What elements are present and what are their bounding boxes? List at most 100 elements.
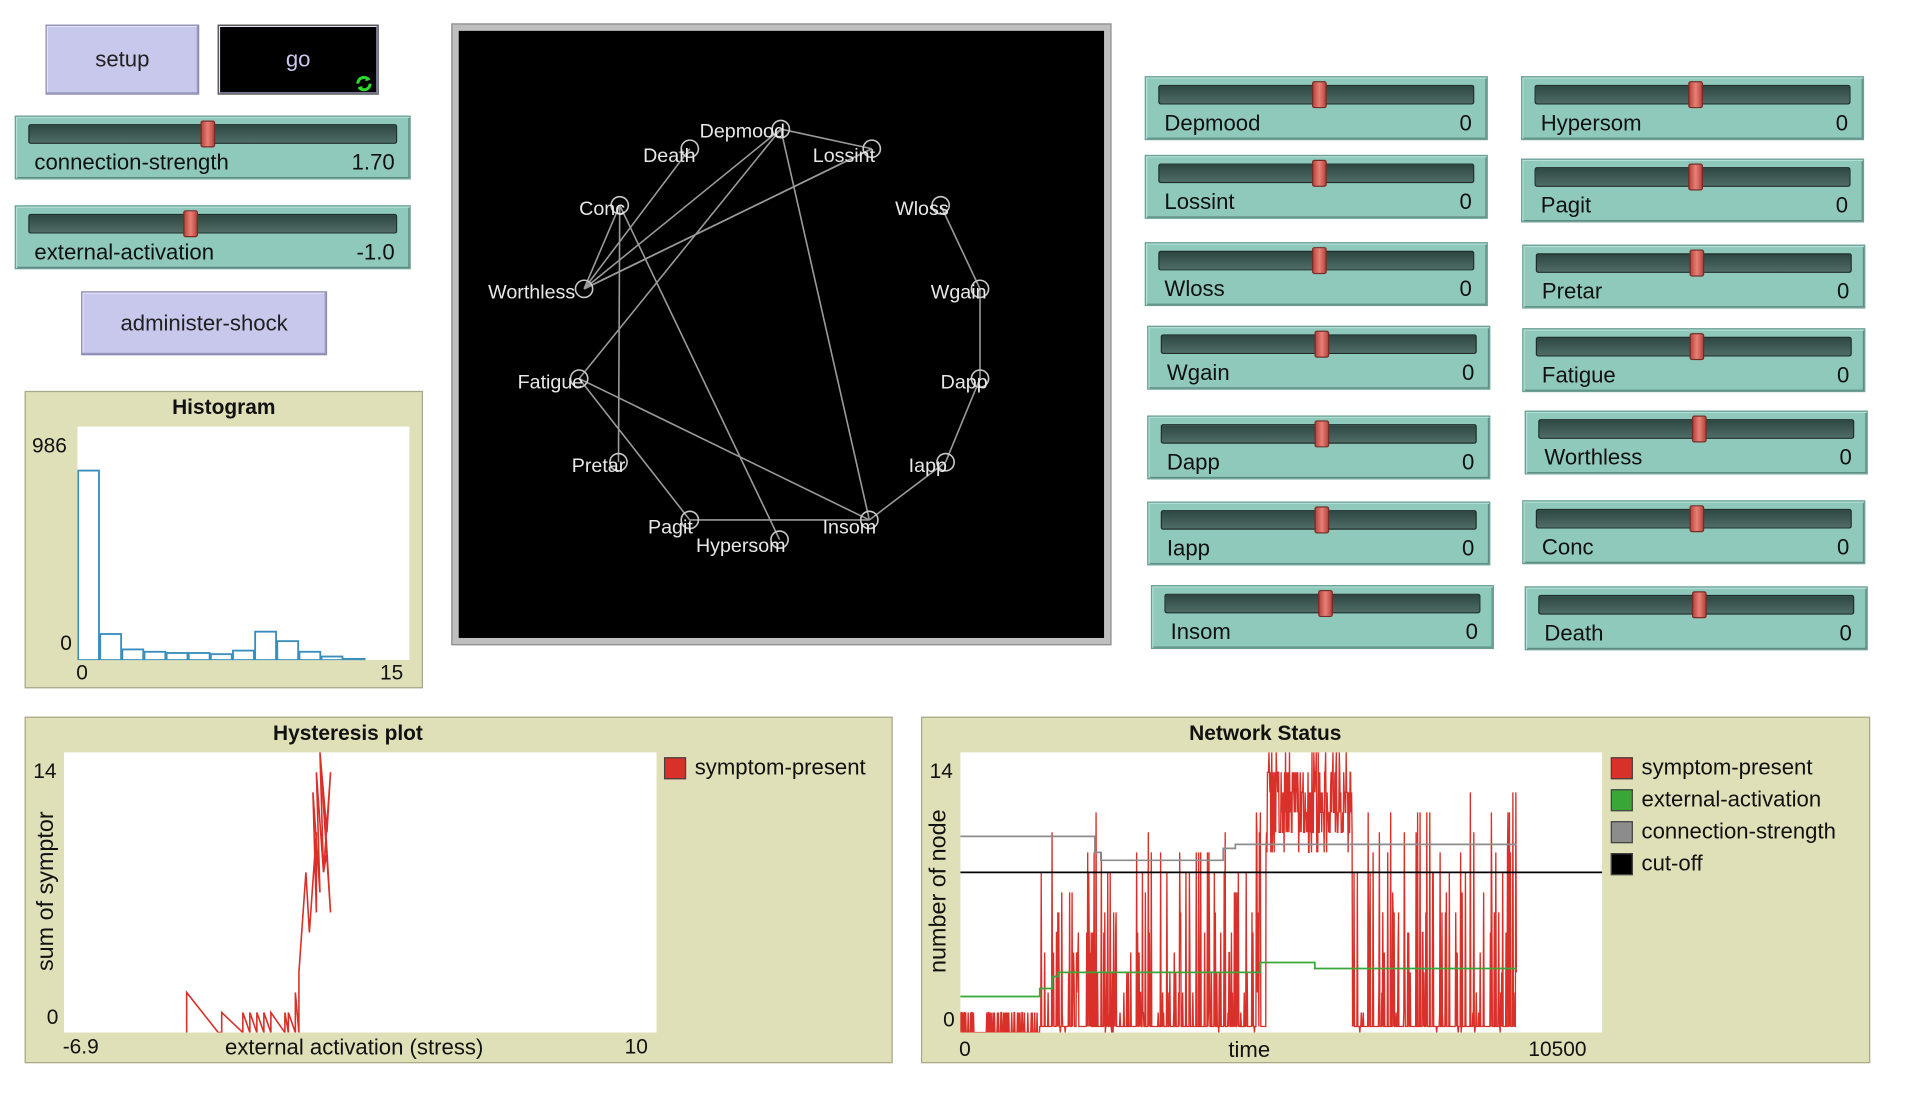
network-node[interactable] — [771, 119, 791, 139]
network-node[interactable] — [970, 369, 990, 388]
network-node[interactable] — [574, 279, 594, 299]
legend-label: cut-off — [1641, 850, 1703, 876]
slider-value: 0 — [1835, 110, 1849, 136]
node-slider-lossint[interactable]: Lossint 0 — [1144, 154, 1488, 219]
network-node-label: Fatigue — [518, 371, 584, 393]
slider-thumb[interactable] — [1691, 591, 1707, 619]
network-link — [583, 148, 873, 290]
slider-value: 0 — [1839, 444, 1852, 470]
slider-label: Insom — [1170, 619, 1231, 645]
node-slider-hypersom[interactable]: Hypersom 0 — [1521, 76, 1865, 141]
histogram-bar — [165, 652, 189, 661]
slider-value: -1.0 — [356, 239, 395, 265]
node-slider-wgain[interactable]: Wgain 0 — [1147, 325, 1491, 390]
slider-label: Worthless — [1544, 444, 1643, 470]
connection-strength-slider[interactable]: connection-strength 1.70 — [14, 115, 411, 180]
slider-thumb[interactable] — [1691, 415, 1707, 443]
slider-thumb[interactable] — [1311, 81, 1327, 109]
network-link — [583, 128, 782, 290]
legend-swatch — [1610, 820, 1633, 843]
node-slider-pretar[interactable]: Pretar 0 — [1522, 244, 1866, 309]
slider-value: 0 — [1837, 534, 1850, 560]
network-node[interactable] — [936, 452, 955, 472]
slider-label: Depmood — [1164, 110, 1261, 136]
slider-track[interactable] — [28, 213, 398, 234]
network-node[interactable] — [680, 139, 700, 159]
network-link — [780, 128, 872, 150]
slider-label: external-activation — [34, 239, 215, 265]
network-node-label: Hypersom — [696, 535, 786, 557]
histogram-bar — [320, 655, 344, 661]
network-node[interactable] — [862, 139, 882, 159]
node-slider-death[interactable]: Death 0 — [1524, 586, 1868, 651]
slider-value: 0 — [1837, 279, 1850, 304]
node-slider-pagit[interactable]: Pagit 0 — [1521, 158, 1865, 223]
slider-thumb[interactable] — [1313, 330, 1329, 358]
y-tick-min: 0 — [60, 631, 72, 656]
slider-thumb[interactable] — [1313, 420, 1329, 448]
slider-value: 0 — [1837, 362, 1850, 388]
histogram-bar — [342, 657, 366, 661]
forever-icon — [355, 73, 372, 92]
network-node[interactable] — [859, 510, 879, 530]
go-button-label: go — [285, 46, 311, 72]
network-node-label: Pagit — [648, 516, 693, 538]
network-node[interactable] — [931, 195, 951, 215]
slider-thumb[interactable] — [1313, 506, 1329, 534]
slider-value: 0 — [1839, 620, 1852, 646]
administer-shock-button[interactable]: administer-shock — [81, 291, 328, 356]
network-node[interactable] — [680, 510, 700, 530]
histogram-bar — [143, 650, 167, 661]
legend-item: external-activation — [1610, 786, 1822, 813]
network-node[interactable] — [609, 452, 628, 472]
network-node[interactable] — [770, 530, 789, 550]
y-axis-label: sum of symptor — [33, 811, 60, 971]
node-slider-dapp[interactable]: Dapp 0 — [1147, 415, 1491, 480]
node-slider-iapp[interactable]: Iapp 0 — [1147, 501, 1491, 566]
slider-value: 0 — [1461, 449, 1475, 475]
network-node-label: Insom — [823, 516, 877, 538]
node-slider-worthless[interactable]: Worthless 0 — [1524, 410, 1868, 475]
slider-label: Pretar — [1541, 279, 1603, 304]
network-node-label: Death — [643, 145, 695, 167]
node-slider-conc[interactable]: Conc 0 — [1522, 500, 1866, 565]
network-link — [578, 128, 782, 380]
setup-button[interactable]: setup — [45, 24, 200, 95]
x-tick-max: 10 — [624, 1034, 648, 1059]
series-line — [185, 752, 332, 1033]
go-button[interactable]: go — [217, 24, 379, 95]
slider-thumb[interactable] — [1688, 505, 1704, 533]
legend-label: external-activation — [1641, 786, 1822, 812]
node-slider-insom[interactable]: Insom 0 — [1150, 585, 1494, 650]
y-tick-max: 14 — [33, 759, 57, 784]
slider-thumb[interactable] — [182, 210, 198, 238]
slider-thumb[interactable] — [1317, 590, 1333, 618]
y-tick-min: 0 — [46, 1005, 59, 1029]
slider-label: Hypersom — [1540, 110, 1642, 136]
y-axis-label: number of node — [925, 809, 952, 973]
x-tick-min: -6.9 — [62, 1034, 99, 1059]
slider-thumb[interactable] — [1688, 333, 1704, 361]
network-status-plot: Network Status 14 0 0 10500 time number … — [920, 716, 1871, 1064]
slider-value: 0 — [1459, 110, 1472, 136]
slider-thumb[interactable] — [200, 120, 216, 148]
node-slider-wloss[interactable]: Wloss 0 — [1144, 242, 1488, 307]
node-slider-depmood[interactable]: Depmood 0 — [1144, 76, 1488, 141]
slider-label: Lossint — [1164, 189, 1235, 214]
network-node[interactable] — [970, 279, 990, 299]
histogram-bar — [276, 640, 300, 661]
network-node[interactable] — [610, 195, 630, 215]
node-slider-fatigue[interactable]: Fatigue 0 — [1522, 328, 1866, 393]
legend-label: symptom-present — [694, 754, 866, 780]
network-node[interactable] — [569, 369, 589, 388]
slider-thumb[interactable] — [1688, 249, 1704, 277]
slider-thumb[interactable] — [1687, 81, 1703, 109]
network-world-view[interactable]: Depmood Lossint Wloss Wgain Dapp Iapp Insom Hyp… — [451, 23, 1112, 646]
plot-title: Network Status — [1189, 721, 1342, 745]
external-activation-slider[interactable]: external-activation -1.0 — [14, 205, 411, 270]
legend-item: symptom-present — [1610, 755, 1812, 781]
slider-thumb[interactable] — [1311, 247, 1327, 275]
histogram-plot: Histogram 986 0 0 15 — [24, 390, 423, 689]
slider-thumb[interactable] — [1687, 163, 1703, 191]
slider-thumb[interactable] — [1311, 159, 1327, 187]
